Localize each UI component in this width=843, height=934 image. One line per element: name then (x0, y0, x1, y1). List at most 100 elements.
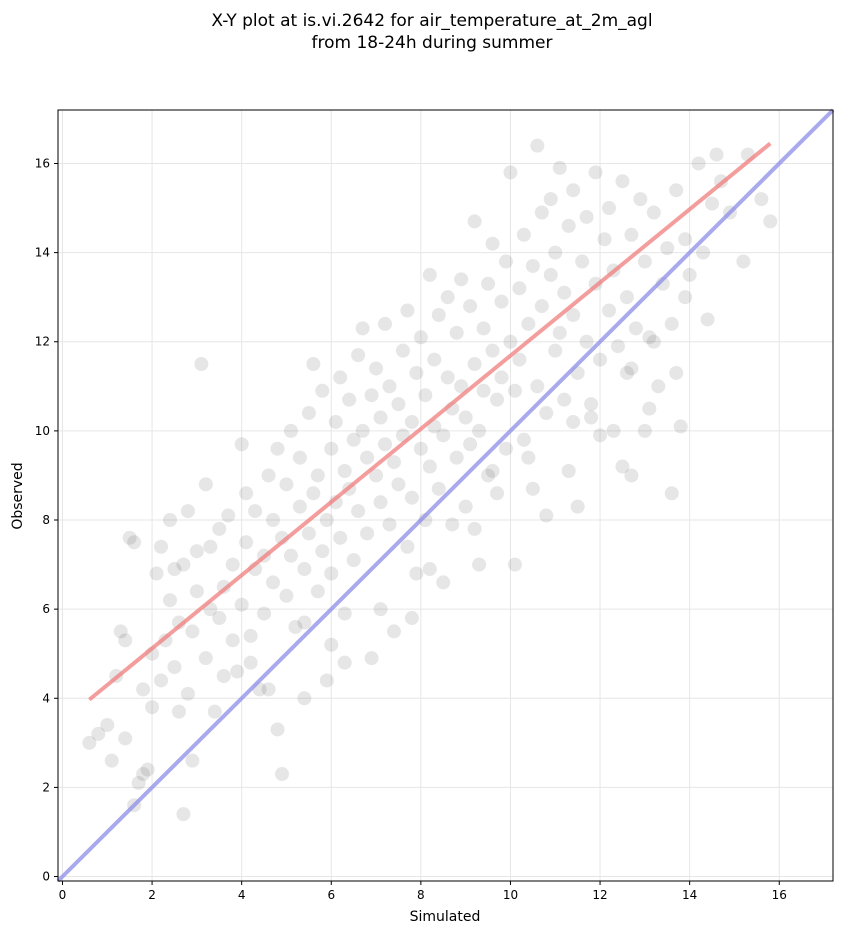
data-point (646, 205, 661, 220)
data-point (257, 606, 272, 621)
data-point (530, 379, 545, 394)
x-tick-label: 4 (238, 888, 246, 902)
data-point (534, 205, 549, 220)
data-point (355, 423, 370, 438)
data-point (418, 388, 433, 403)
data-point (557, 392, 572, 407)
data-point (355, 321, 370, 336)
data-point (436, 428, 451, 443)
data-point (476, 321, 491, 336)
data-point (467, 357, 482, 372)
data-point (301, 526, 316, 541)
data-point (664, 316, 679, 331)
data-point (763, 214, 778, 229)
data-point (364, 388, 379, 403)
data-point (409, 365, 424, 380)
data-point (369, 468, 384, 483)
data-point (534, 299, 549, 314)
data-point (615, 459, 630, 474)
data-point (283, 548, 298, 563)
x-tick-label: 16 (772, 888, 787, 902)
data-point (454, 379, 469, 394)
data-point (427, 352, 442, 367)
data-point (602, 201, 617, 216)
data-point (400, 539, 415, 554)
data-point (203, 539, 218, 554)
data-point (660, 241, 675, 256)
data-point (516, 227, 531, 242)
data-point (404, 490, 419, 505)
y-tick-label: 2 (42, 780, 50, 794)
data-point (413, 330, 428, 345)
data-point (198, 477, 213, 492)
data-point (91, 726, 106, 741)
data-point (261, 468, 276, 483)
data-point (176, 557, 191, 572)
data-point (566, 414, 581, 429)
data-point (346, 432, 361, 447)
data-point (525, 481, 540, 496)
data-point (328, 414, 343, 429)
data-point (185, 753, 200, 768)
data-point (225, 557, 240, 572)
data-point (386, 455, 401, 470)
data-point (651, 379, 666, 394)
data-point (127, 535, 142, 550)
data-point (409, 566, 424, 581)
x-tick-label: 14 (682, 888, 697, 902)
data-point (642, 330, 657, 345)
data-point (413, 441, 428, 456)
data-point (615, 174, 630, 189)
data-point (543, 267, 558, 282)
data-point (373, 495, 388, 510)
data-point (490, 392, 505, 407)
data-point (507, 383, 522, 398)
data-point (624, 227, 639, 242)
data-point (382, 379, 397, 394)
data-point (391, 397, 406, 412)
data-point (543, 192, 558, 207)
data-point (485, 463, 500, 478)
data-point (458, 410, 473, 425)
data-point (597, 232, 612, 247)
data-point (516, 432, 531, 447)
x-tick-label: 12 (592, 888, 607, 902)
data-point (552, 160, 567, 175)
data-point (503, 165, 518, 180)
data-point (364, 651, 379, 666)
data-point (628, 321, 643, 336)
data-point (333, 530, 348, 545)
data-point (216, 668, 231, 683)
data-point (570, 499, 585, 514)
data-point (633, 192, 648, 207)
data-point (539, 508, 554, 523)
data-point (122, 530, 137, 545)
data-point (194, 357, 209, 372)
data-point (369, 361, 384, 376)
data-point (404, 611, 419, 626)
data-point (494, 294, 509, 309)
x-tick-label: 8 (417, 888, 425, 902)
data-point (162, 593, 177, 608)
data-point (481, 468, 496, 483)
data-point (104, 753, 119, 768)
x-tick-label: 2 (148, 888, 156, 902)
data-point (624, 361, 639, 376)
data-point (422, 267, 437, 282)
data-point (306, 357, 321, 372)
y-tick-label: 8 (42, 513, 50, 527)
data-point (243, 655, 258, 670)
data-point (171, 704, 186, 719)
data-point (373, 410, 388, 425)
data-point (230, 664, 245, 679)
data-point (458, 499, 473, 514)
data-point (678, 290, 693, 305)
data-point (678, 232, 693, 247)
y-tick-label: 10 (35, 424, 50, 438)
data-point (490, 486, 505, 501)
x-tick-label: 10 (503, 888, 518, 902)
chart-title-line1: X-Y plot at is.vi.2642 for air_temperatu… (211, 11, 652, 31)
y-axis-label: Observed (10, 462, 26, 529)
data-point (637, 423, 652, 438)
data-point (584, 397, 599, 412)
